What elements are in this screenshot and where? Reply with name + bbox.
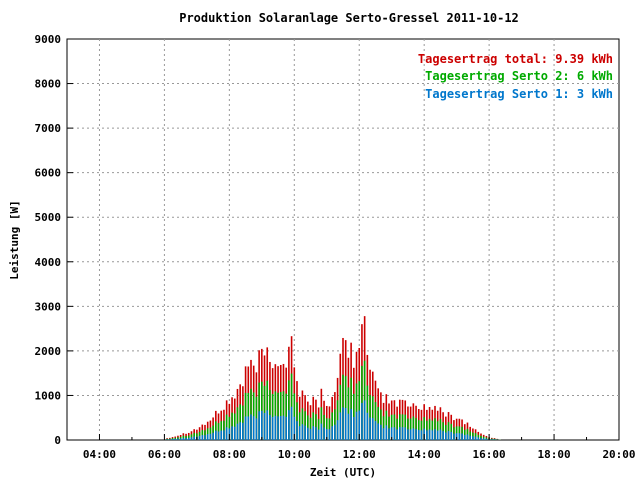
axes-layer: 04:00 06:00 08:00 10:00 12:00 14:00 16:00 18:00… (35, 33, 636, 461)
x-tick-label: 12:00 (343, 448, 376, 461)
x-tick-label: 14:00 (408, 448, 441, 461)
x-tick-label: 20:00 (602, 448, 635, 461)
y-axis-label: Leistung [W] (8, 200, 21, 279)
y-tick-label: 1000 (35, 389, 62, 402)
chart-title: Produktion Solaranlage Serto-Gressel 201… (179, 11, 519, 25)
legend-entry-total: Tagesertrag total: 9.39 kWh (418, 52, 613, 66)
y-tick-label: 7000 (35, 122, 62, 135)
y-tick-label: 6000 (35, 167, 62, 180)
x-tick-label: 04:00 (83, 448, 116, 461)
legend: Tagesertrag total: 9.39 kWh Tagesertrag … (418, 52, 613, 101)
x-tick-label: 18:00 (537, 448, 570, 461)
y-tick-label: 3000 (35, 300, 62, 313)
x-tick-label: 10:00 (278, 448, 311, 461)
y-tick-label: 2000 (35, 345, 62, 358)
legend-entry-serto2: Tagesertrag Serto 2: 6 kWh (425, 69, 613, 83)
bars-layer (166, 316, 501, 440)
x-tick-label: 16:00 (473, 448, 506, 461)
x-tick-label: 06:00 (148, 448, 181, 461)
y-tick-label: 5000 (35, 211, 62, 224)
legend-entry-serto1: Tagesertrag Serto 1: 3 kWh (425, 87, 613, 101)
y-tick-label: 8000 (35, 78, 62, 91)
gridlines (67, 39, 619, 440)
y-tick-label: 9000 (35, 33, 62, 46)
x-tick-label: 08:00 (213, 448, 246, 461)
y-tick-label: 0 (54, 434, 61, 447)
y-tick-label: 4000 (35, 256, 62, 269)
x-axis-label: Zeit (UTC) (310, 466, 376, 479)
